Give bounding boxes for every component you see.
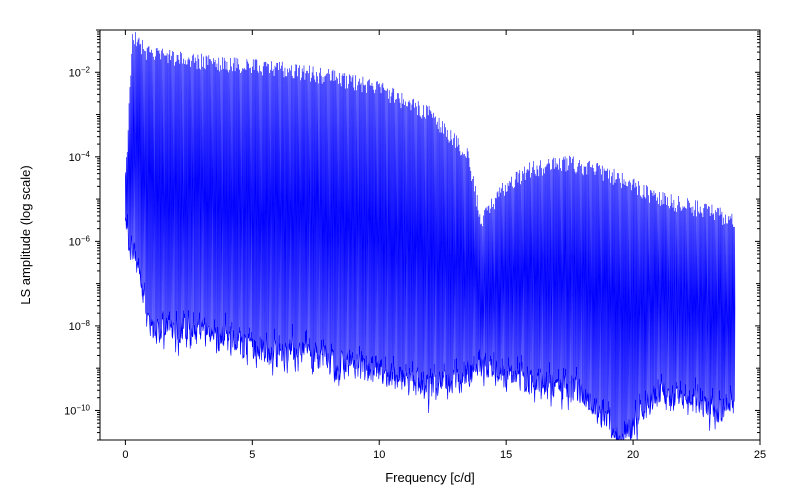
periodogram-chart: 051015202510−1010−810−610−410−2Frequency… bbox=[0, 0, 800, 500]
x-axis-label: Frequency [c/d] bbox=[385, 470, 475, 485]
xtick-label: 25 bbox=[754, 449, 766, 461]
xtick-label: 15 bbox=[500, 449, 512, 461]
xtick-label: 20 bbox=[627, 449, 639, 461]
chart-svg: 051015202510−1010−810−610−410−2Frequency… bbox=[0, 0, 800, 500]
xtick-label: 5 bbox=[249, 449, 255, 461]
xtick-label: 0 bbox=[122, 449, 128, 461]
xtick-label: 10 bbox=[373, 449, 385, 461]
y-axis-label: LS amplitude (log scale) bbox=[18, 165, 33, 304]
